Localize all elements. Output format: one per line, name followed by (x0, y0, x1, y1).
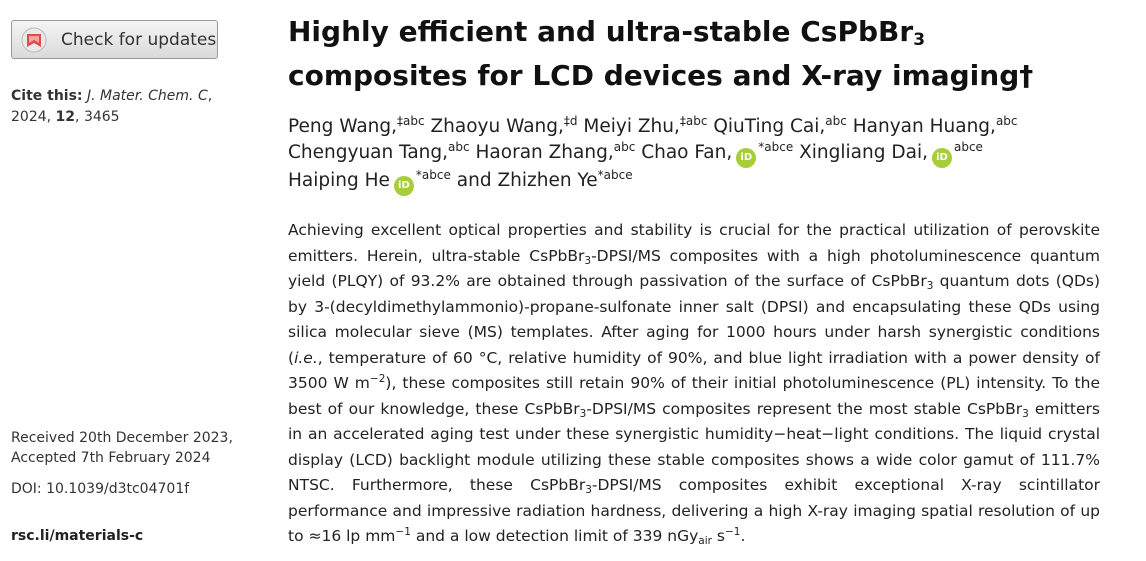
article-title: Highly efficient and ultra-stable CsPbBr… (288, 14, 1108, 94)
abstract-text: ), these composites still retain 90% of … (288, 374, 1100, 418)
abstract: Achieving excellent optical properties a… (288, 218, 1100, 550)
abstract-text: . (740, 527, 746, 545)
author-name[interactable]: Peng Wang, (288, 116, 398, 137)
subscript: 3 (926, 280, 934, 292)
author-affil: *abce (415, 167, 451, 182)
subscript: 3 (1022, 407, 1029, 420)
citation: Cite this: J. Mater. Chem. C, 2024, 12, … (11, 88, 213, 125)
author-affil: abc (448, 139, 470, 154)
title-sub: 3 (913, 30, 926, 50)
author-affil: abc (613, 139, 636, 154)
cite-journal: J. Mater. Chem. C (86, 88, 208, 104)
subscript: air (698, 535, 712, 547)
author-list: Peng Wang,‡abc Zhaoyu Wang,‡d Meiyi Zhu,… (288, 114, 1108, 196)
abstract-text: , temperature of 60 °C, relative humidit… (288, 348, 1100, 393)
author-conjunction: and (456, 169, 492, 191)
doi: DOI: 10.1039/d3tc04701f (11, 481, 190, 497)
subscript: 3 (585, 484, 592, 496)
abstract-italic: i.e. (294, 348, 318, 367)
orcid-icon[interactable]: iD (931, 147, 952, 168)
author-affil: ‡abc (397, 114, 425, 128)
abstract-text: -DPSI/MS composites represent the most s… (586, 399, 1023, 418)
received-date: Received 20th December 2023, (11, 430, 233, 446)
orcid-icon[interactable]: iD (736, 147, 757, 168)
superscript: −2 (369, 373, 386, 385)
author-affil: ‡d (563, 114, 578, 128)
crossmark-icon (21, 27, 47, 52)
cite-page: 3465 (83, 109, 120, 125)
author-name[interactable]: Zhizhen Ye (497, 169, 598, 191)
cite-volume: 12 (55, 109, 76, 125)
check-for-updates-label: Check for updates (61, 29, 217, 50)
orcid-icon[interactable]: iD (393, 175, 414, 196)
author-name[interactable]: Xingliang Dai, (799, 141, 928, 163)
author-name[interactable]: Chao Fan, (641, 141, 733, 163)
author-affil: ‡abc (679, 114, 708, 128)
title-dagger[interactable]: † (1019, 59, 1034, 92)
superscript: −1 (395, 526, 411, 538)
author-name[interactable]: Haiping He (288, 169, 390, 191)
author-affil: abce (953, 139, 983, 154)
author-affil: abc (825, 114, 847, 128)
abstract-text: quantum dots (QDs) by 3-(decyldimethylam… (288, 272, 1101, 367)
title-part2: composites for LCD devices and X-ray ima… (288, 59, 1020, 92)
abstract-text: and a low detection limit of 339 nGy (410, 527, 699, 545)
dates: Received 20th December 2023, Accepted 7t… (11, 428, 233, 468)
journal-link[interactable]: rsc.li/materials-c (11, 528, 144, 544)
abstract-text: -DPSI/MS composites with a high photolum… (288, 246, 1100, 291)
title-part1: Highly efficient and ultra-stable CsPbBr (288, 15, 914, 48)
author-name[interactable]: Chengyuan Tang, (288, 141, 449, 163)
author-name[interactable]: Hanyan Huang, (852, 116, 996, 137)
accepted-date: Accepted 7th February 2024 (11, 450, 211, 466)
author-name[interactable]: Haoran Zhang, (475, 141, 614, 163)
author-affil: *abce (597, 167, 633, 182)
author-name[interactable]: Meiyi Zhu, (583, 116, 680, 137)
author-affil: *abce (758, 139, 794, 154)
cite-year: 2024 (11, 109, 47, 125)
subscript: 3 (584, 254, 592, 267)
superscript: −1 (724, 526, 741, 538)
author-name[interactable]: QiuTing Cai, (713, 116, 826, 137)
abstract-text: Achieving excellent optical properties a… (288, 221, 1100, 265)
abstract-text: emitters in an accelerated aging test un… (288, 399, 1100, 495)
author-affil: abc (995, 114, 1018, 128)
abstract-text: s (711, 527, 725, 545)
cite-label: Cite this: (11, 88, 83, 104)
abstract-text: -DPSI/MS composites exhibit exceptional … (288, 476, 1101, 545)
author-name[interactable]: Zhaoyu Wang, (430, 116, 564, 137)
check-for-updates-button[interactable]: Check for updates (11, 20, 218, 59)
subscript: 3 (579, 407, 587, 420)
